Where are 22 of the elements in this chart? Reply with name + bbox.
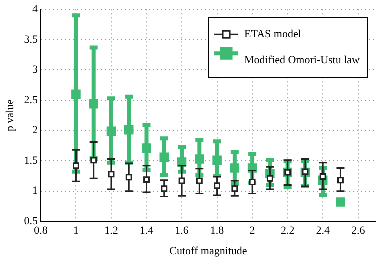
x-tick-label: 2.2	[280, 225, 295, 238]
x-tick-label: 2.4	[316, 225, 330, 238]
x-tick-label: 1.2	[104, 225, 118, 238]
y-tick-label: 3	[32, 64, 38, 76]
x-tick-label: 2	[250, 225, 256, 238]
y-axis-title: p value	[4, 99, 16, 132]
legend-label: ETAS model	[244, 28, 302, 40]
x-tick-label: 0.8	[34, 225, 48, 238]
y-tick-label: 4	[32, 3, 38, 16]
x-tick-label: 1.4	[140, 225, 154, 238]
x-tick-label: 1	[73, 225, 79, 238]
y-tick-label: 0.5	[24, 215, 38, 228]
x-tick-label: 1.6	[175, 225, 190, 238]
x-axis-title: Cutoff magnitude	[170, 245, 248, 258]
legend-label: Modified Omori-Ustu law	[244, 54, 360, 66]
y-tick-label: 1	[32, 185, 38, 198]
y-tick-label: 2.5	[24, 94, 38, 106]
x-tick-label: 1.8	[210, 225, 225, 238]
x-tick-label: 2.6	[351, 225, 366, 238]
y-tick-label: 3.5	[24, 34, 38, 46]
y-tick-label: 2	[32, 124, 38, 137]
y-tick-label: 1.5	[24, 154, 38, 167]
